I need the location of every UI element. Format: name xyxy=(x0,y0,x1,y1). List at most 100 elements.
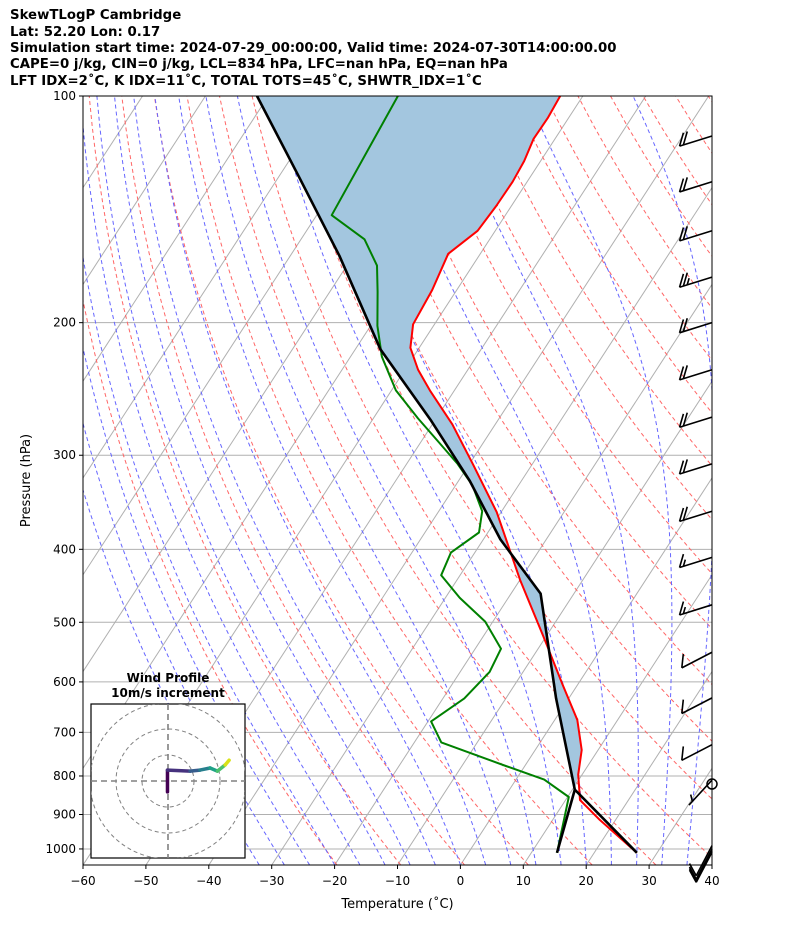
x-tick-label: 30 xyxy=(641,874,656,888)
moist-adiabat xyxy=(632,96,712,865)
wind-barb-staff xyxy=(679,321,713,334)
dry-adiabat xyxy=(186,96,593,865)
calm-wind-circle xyxy=(706,778,718,790)
dry-adiabat xyxy=(121,96,465,865)
moist-adiabat xyxy=(236,96,537,865)
temperature-line xyxy=(409,96,638,854)
wind-barb-full-tick xyxy=(678,507,685,522)
isotherm-line xyxy=(208,96,710,865)
wind-barb-half-tick xyxy=(682,606,687,614)
wind-barb-staff xyxy=(681,743,713,762)
y-tick-label: 900 xyxy=(53,807,76,821)
y-tick-label: 800 xyxy=(53,769,76,783)
wind-barb-staff xyxy=(681,651,713,669)
moist-adiabat xyxy=(373,96,612,865)
hodograph-trace-segment xyxy=(165,768,192,773)
moist-adiabat xyxy=(83,488,260,865)
moist-adiabat xyxy=(526,96,673,865)
wind-barb-full-tick xyxy=(681,653,685,668)
dry-adiabat xyxy=(381,96,712,630)
dry-adiabat xyxy=(675,96,712,155)
wind-barb-staff xyxy=(695,851,713,883)
isotherm-line xyxy=(271,186,712,865)
dry-adiabat xyxy=(447,96,712,521)
y-tick-label: 100 xyxy=(53,89,76,103)
wind-barb-full-tick xyxy=(682,412,689,427)
isotherm-line xyxy=(83,96,269,383)
wind-barb-full-tick xyxy=(682,131,689,146)
wind-barb xyxy=(678,601,713,616)
wind-barb-full-tick xyxy=(688,869,697,883)
y-tick-label: 500 xyxy=(53,615,76,629)
wind-barb-staff xyxy=(679,135,713,147)
x-tick-label: −60 xyxy=(70,874,95,888)
wind-barb-full-tick xyxy=(681,746,685,761)
y-tick-label: 400 xyxy=(53,542,76,556)
wind-barb-staff xyxy=(679,181,713,193)
dry-adiabat xyxy=(773,96,794,865)
wind-barb-full-tick xyxy=(678,132,685,147)
lcl-mixing-line xyxy=(555,789,577,854)
moist-adiabat xyxy=(274,96,562,865)
isotherm-line xyxy=(460,477,712,865)
wind-barb-full-tick xyxy=(681,699,685,714)
isotherm-line xyxy=(83,96,332,479)
wind-barb-staff xyxy=(679,463,713,475)
x-tick-label: −20 xyxy=(322,874,347,888)
wind-barb xyxy=(678,553,713,569)
wind-barb xyxy=(681,743,713,762)
wind-barb-staff xyxy=(679,510,713,523)
wind-barb xyxy=(678,412,713,429)
wind-barb-full-tick xyxy=(682,506,689,521)
dry-adiabat xyxy=(88,96,402,865)
wind-barb-full-tick xyxy=(682,226,689,240)
dry-adiabat xyxy=(316,96,712,742)
wind-barb-staff xyxy=(679,369,713,381)
dry-adiabat xyxy=(349,96,712,686)
x-axis-label: Temperature (˚C) xyxy=(340,896,453,912)
moist-adiabat xyxy=(83,120,361,865)
wind-barb xyxy=(678,131,713,147)
moist-adiabat xyxy=(133,96,436,865)
y-axis-label: Pressure (hPa) xyxy=(19,434,34,527)
dry-adiabat xyxy=(479,96,712,467)
wind-barb-full-tick xyxy=(682,317,689,332)
wind-barb-staff xyxy=(695,845,713,877)
wind-barb-full-tick xyxy=(678,178,685,193)
wind-barb-full-tick xyxy=(678,601,685,616)
wind-barb-full-tick xyxy=(682,177,689,191)
dry-adiabat xyxy=(642,96,712,206)
cin-shading xyxy=(257,96,582,790)
wind-barb-staff xyxy=(679,416,713,429)
wind-barb-full-tick xyxy=(688,863,697,877)
x-tick-label: −30 xyxy=(259,874,284,888)
y-tick-label: 1000 xyxy=(45,842,76,856)
y-tick-label: 600 xyxy=(53,675,76,689)
x-tick-label: 0 xyxy=(457,874,465,888)
wind-barb-full-tick xyxy=(678,227,685,242)
hodograph-trace-segment xyxy=(223,758,231,767)
y-tick-label: 200 xyxy=(53,316,76,330)
wind-barb xyxy=(681,697,713,715)
wind-barb-full-tick xyxy=(678,319,685,334)
wind-barb xyxy=(681,651,713,669)
wind-barb xyxy=(678,365,713,381)
isotherm-line xyxy=(711,864,712,865)
wind-barb-staff xyxy=(679,276,713,289)
dry-adiabat xyxy=(707,96,712,103)
title-indices-cape: CAPE=0 j/kg, CIN=0 j/kg, LCL=834 hPa, LF… xyxy=(10,57,508,72)
isotherm-line xyxy=(0,96,17,865)
dry-adiabat xyxy=(741,96,794,865)
moist-adiabat xyxy=(154,96,461,865)
wind-barb xyxy=(678,272,713,289)
isotherm-line xyxy=(83,96,206,286)
wind-barb-staff xyxy=(681,697,713,715)
dry-adiabat xyxy=(251,96,712,859)
moist-adiabat xyxy=(178,96,487,865)
moist-adiabat xyxy=(114,96,411,865)
x-tick-label: 10 xyxy=(516,874,531,888)
title-location: Lat: 52.20 Lon: 0.17 xyxy=(10,25,161,40)
wind-barb xyxy=(688,851,713,883)
